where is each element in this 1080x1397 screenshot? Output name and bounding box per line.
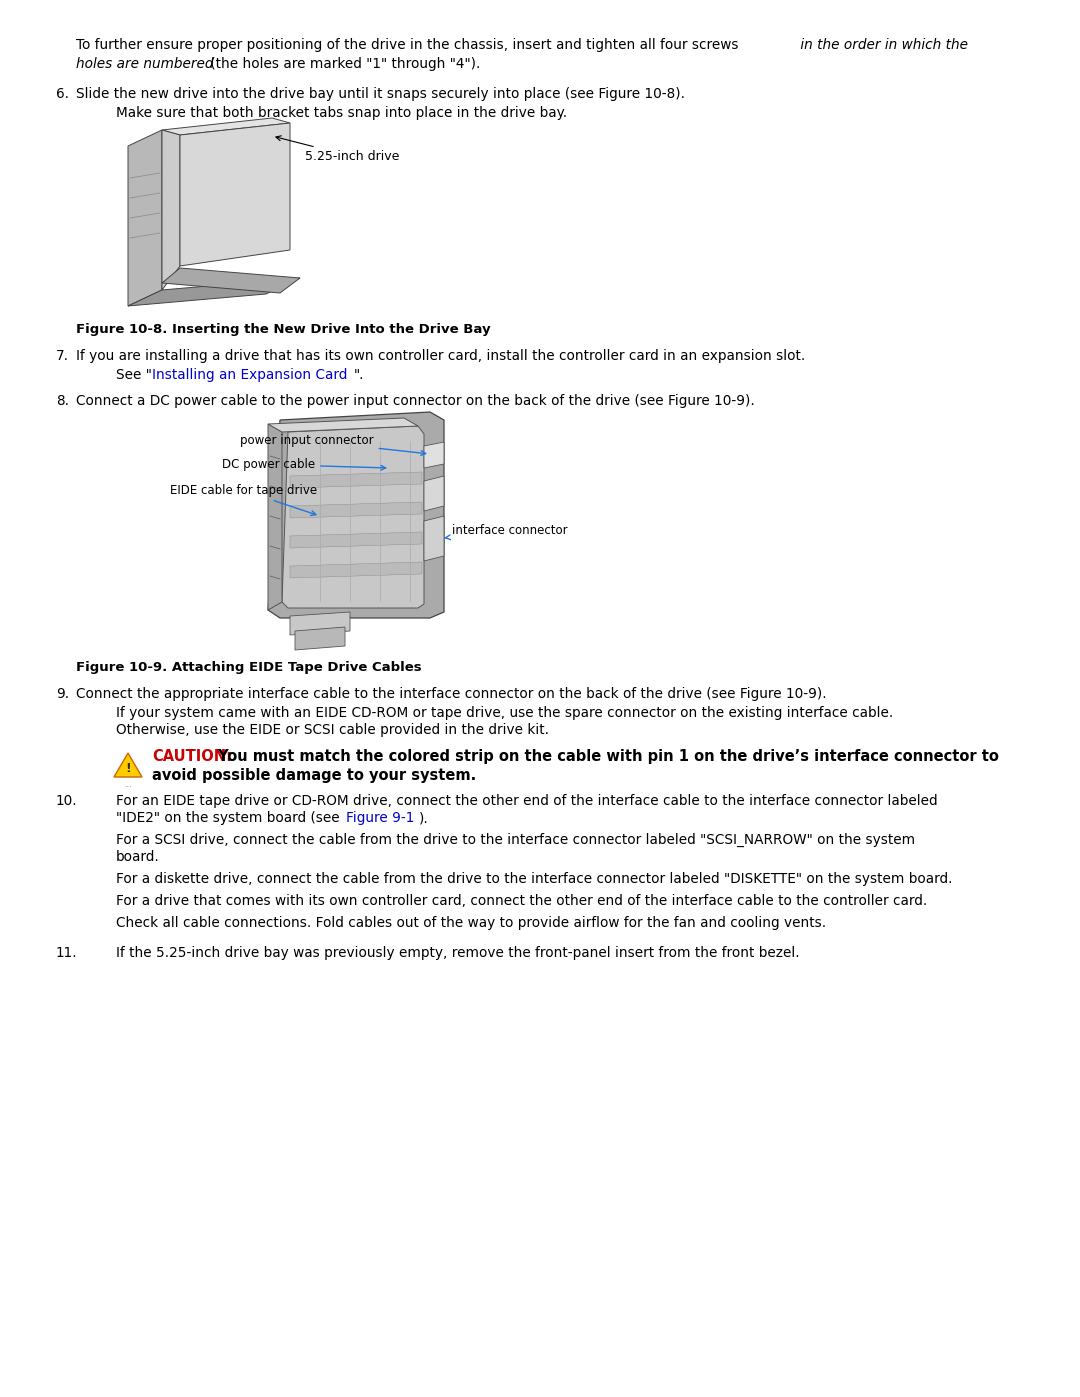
Polygon shape — [129, 130, 162, 306]
Polygon shape — [291, 612, 350, 636]
Polygon shape — [424, 476, 444, 511]
Text: Make sure that both bracket tabs snap into place in the drive bay.: Make sure that both bracket tabs snap in… — [116, 106, 567, 120]
Polygon shape — [162, 268, 300, 293]
Text: Connect the appropriate interface cable to the interface connector on the back o: Connect the appropriate interface cable … — [76, 687, 826, 701]
Polygon shape — [291, 472, 422, 488]
Text: DC power cable: DC power cable — [222, 458, 386, 471]
Text: 9.: 9. — [56, 687, 69, 701]
Polygon shape — [291, 532, 422, 548]
Text: For a SCSI drive, connect the cable from the drive to the interface connector la: For a SCSI drive, connect the cable from… — [116, 833, 915, 847]
Text: !: ! — [125, 763, 131, 775]
Text: Check all cable connections. Fold cables out of the way to provide airflow for t: Check all cable connections. Fold cables… — [116, 916, 826, 930]
Text: "IDE2" on the system board (see: "IDE2" on the system board (see — [116, 812, 345, 826]
Text: in the order in which the: in the order in which the — [796, 38, 968, 52]
Polygon shape — [268, 412, 444, 617]
Polygon shape — [282, 426, 424, 608]
Text: holes are numbered: holes are numbered — [76, 57, 214, 71]
Text: Figure 10-9. Attaching EIDE Tape Drive Cables: Figure 10-9. Attaching EIDE Tape Drive C… — [76, 661, 421, 673]
Text: For a drive that comes with its own controller card, connect the other end of th: For a drive that comes with its own cont… — [116, 894, 928, 908]
Text: 6.: 6. — [56, 87, 69, 101]
Text: Figure 10-8. Inserting the New Drive Into the Drive Bay: Figure 10-8. Inserting the New Drive Int… — [76, 323, 490, 337]
Polygon shape — [295, 627, 345, 650]
Text: For an EIDE tape drive or CD-ROM drive, connect the other end of the interface c: For an EIDE tape drive or CD-ROM drive, … — [116, 793, 937, 807]
Text: 10.: 10. — [56, 793, 78, 807]
Text: 5.25-inch drive: 5.25-inch drive — [275, 136, 400, 163]
Polygon shape — [424, 441, 444, 468]
Text: If you are installing a drive that has its own controller card, install the cont: If you are installing a drive that has i… — [76, 349, 806, 363]
Text: Connect a DC power cable to the power input connector on the back of the drive (: Connect a DC power cable to the power in… — [76, 394, 755, 408]
Text: If your system came with an EIDE CD-ROM or tape drive, use the spare connector o: If your system came with an EIDE CD-ROM … — [116, 705, 893, 719]
Text: For a diskette drive, connect the cable from the drive to the interface connecto: For a diskette drive, connect the cable … — [116, 872, 953, 886]
Text: Otherwise, use the EIDE or SCSI cable provided in the drive kit.: Otherwise, use the EIDE or SCSI cable pr… — [116, 724, 549, 738]
Polygon shape — [268, 425, 282, 610]
Text: See ": See " — [116, 367, 152, 381]
Text: You must match the colored strip on the cable with pin 1 on the drive’s interfac: You must match the colored strip on the … — [213, 749, 999, 764]
Text: ".: ". — [353, 367, 364, 381]
Text: 7.: 7. — [56, 349, 69, 363]
Text: avoid possible damage to your system.: avoid possible damage to your system. — [152, 768, 476, 782]
Text: power input connector: power input connector — [240, 434, 426, 455]
Polygon shape — [162, 117, 291, 136]
Text: ···: ··· — [124, 782, 132, 792]
Text: 8.: 8. — [56, 394, 69, 408]
Text: interface connector: interface connector — [445, 524, 568, 539]
Text: EIDE cable for tape drive: EIDE cable for tape drive — [170, 483, 318, 515]
Text: If the 5.25-inch drive bay was previously empty, remove the front-panel insert f: If the 5.25-inch drive bay was previousl… — [116, 946, 799, 960]
Polygon shape — [424, 515, 444, 562]
Text: CAUTION:: CAUTION: — [152, 749, 232, 764]
Polygon shape — [129, 278, 300, 306]
Polygon shape — [162, 130, 180, 291]
Text: Installing an Expansion Card: Installing an Expansion Card — [152, 367, 348, 381]
Text: Figure 9-1: Figure 9-1 — [347, 812, 415, 826]
Polygon shape — [291, 502, 422, 518]
Polygon shape — [291, 562, 422, 578]
Text: To further ensure proper positioning of the drive in the chassis, insert and tig: To further ensure proper positioning of … — [76, 38, 739, 52]
Polygon shape — [114, 753, 141, 777]
Text: board.: board. — [116, 849, 160, 863]
Polygon shape — [180, 123, 291, 265]
Text: ).: ). — [418, 812, 428, 826]
Text: 11.: 11. — [56, 946, 78, 960]
Polygon shape — [268, 418, 418, 432]
Text: (the holes are marked "1" through "4").: (the holes are marked "1" through "4"). — [205, 57, 480, 71]
Text: Slide the new drive into the drive bay until it snaps securely into place (see F: Slide the new drive into the drive bay u… — [76, 87, 685, 101]
